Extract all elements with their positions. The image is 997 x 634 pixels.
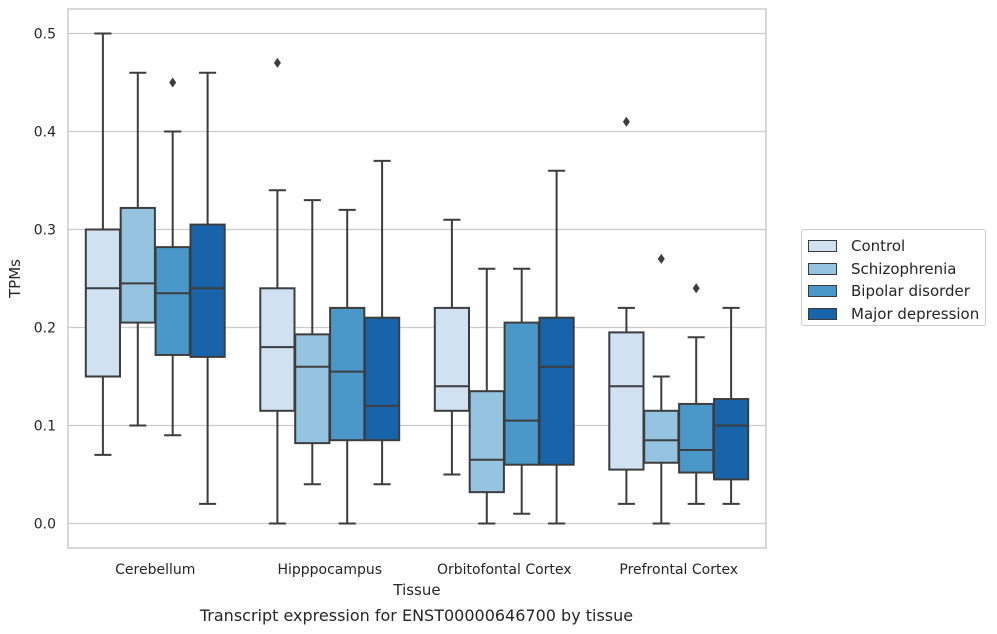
box <box>259 287 296 412</box>
outlier-point <box>622 116 630 127</box>
x-tick-label: Hipppocampus <box>277 562 382 578</box>
y-tick-label: 0.3 <box>34 223 56 239</box>
legend-swatch-schizophrenia <box>808 262 837 275</box>
box <box>189 223 226 358</box>
box <box>538 316 575 466</box>
y-tick-label: 0.4 <box>34 125 56 141</box>
legend-label-bipolar: Bipolar disorder <box>851 282 970 301</box>
outlier-point <box>273 57 281 68</box>
box <box>329 306 366 442</box>
legend-item-bipolar: Bipolar disorder <box>808 280 985 303</box>
x-tick-label: Cerebellum <box>115 562 195 578</box>
box <box>608 331 645 471</box>
legend-label-major-depression: Major depression <box>851 304 980 323</box>
legend-swatch-bipolar <box>808 285 837 298</box>
x-axis-label: Tissue <box>392 581 440 599</box>
box <box>712 398 750 481</box>
y-tick-label: 0.1 <box>34 419 56 435</box>
legend-swatch-control <box>808 240 837 253</box>
outlier-point <box>692 283 700 294</box>
legend: Control Schizophrenia Bipolar disorder M… <box>801 229 986 326</box>
legend-item-schizophrenia: Schizophrenia <box>808 258 985 281</box>
outlier-point <box>657 253 665 264</box>
x-tick-label: Orbitofontal Cortex <box>437 562 572 578</box>
box <box>84 228 122 378</box>
box <box>294 333 331 445</box>
outlier-point <box>169 77 177 88</box>
x-tick-label: Prefrontal Cortex <box>619 562 738 578</box>
legend-item-major-depression: Major depression <box>808 303 985 326</box>
box <box>154 246 191 356</box>
legend-label-schizophrenia: Schizophrenia <box>851 259 957 278</box>
box <box>119 206 156 324</box>
y-tick-label: 0.2 <box>34 321 56 337</box>
chart-caption: Transcript expression for ENST0000064670… <box>199 606 634 625</box>
plot-frame <box>67 8 767 549</box>
y-axis-label: TPMs <box>6 259 24 299</box>
y-tick-label: 0.0 <box>34 517 56 533</box>
legend-swatch-major-depression <box>808 307 837 320</box>
box <box>503 321 540 466</box>
box <box>363 316 401 442</box>
y-tick-label: 0.5 <box>34 27 56 43</box>
legend-label-control: Control <box>851 237 906 256</box>
legend-item-control: Control <box>808 235 985 258</box>
box <box>643 409 680 464</box>
box <box>678 402 715 474</box>
box <box>468 390 505 494</box>
box <box>433 306 471 412</box>
